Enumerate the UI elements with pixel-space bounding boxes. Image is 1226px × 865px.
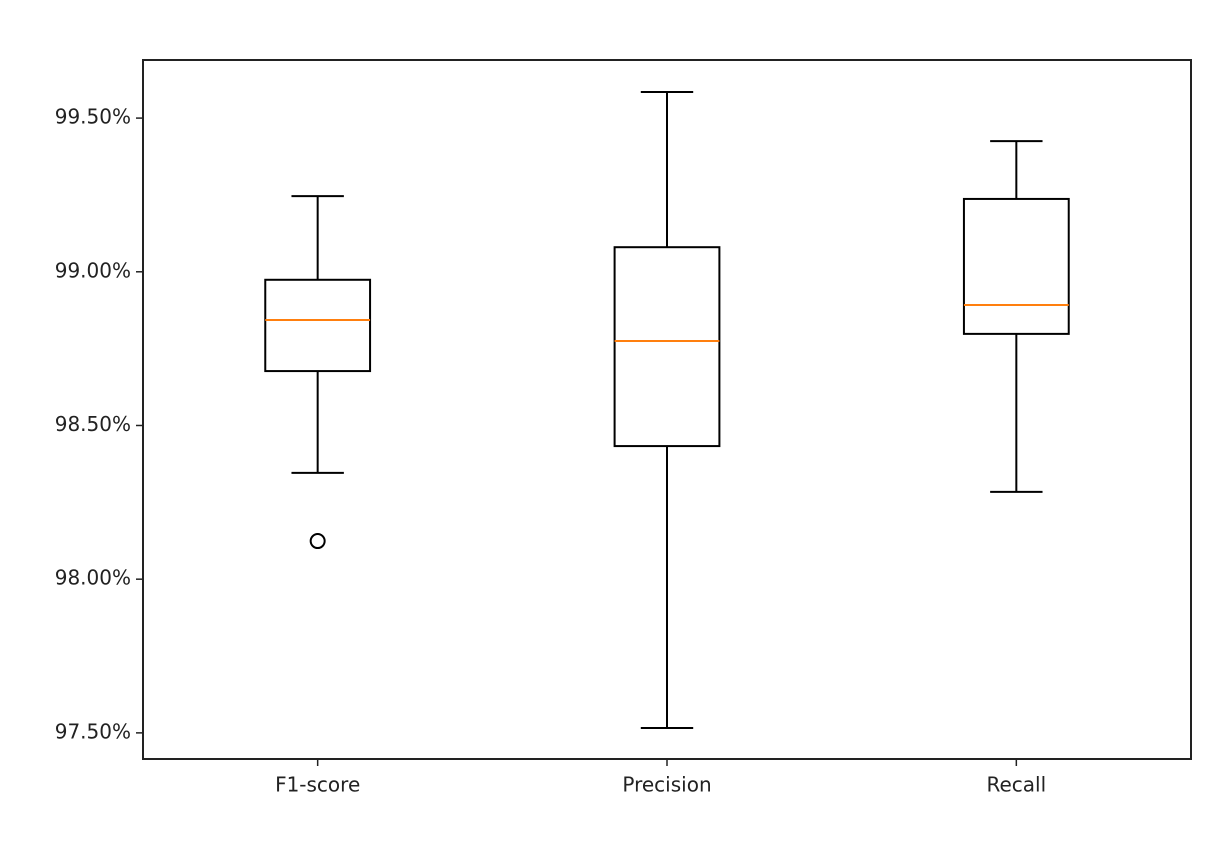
y-tick-label: 98.00% <box>55 566 131 590</box>
x-tick-label: Recall <box>986 773 1046 797</box>
x-tick-label: F1-score <box>275 773 360 797</box>
box <box>264 278 372 373</box>
x-tick-label: Precision <box>622 773 711 797</box>
y-tick-label: 99.50% <box>55 105 131 129</box>
y-tick-label: 97.50% <box>55 719 131 743</box>
y-tick-label: 98.50% <box>55 412 131 436</box>
box <box>613 246 721 448</box>
flier <box>309 533 326 550</box>
y-tick-label: 99.00% <box>55 258 131 282</box>
box <box>962 197 1070 335</box>
